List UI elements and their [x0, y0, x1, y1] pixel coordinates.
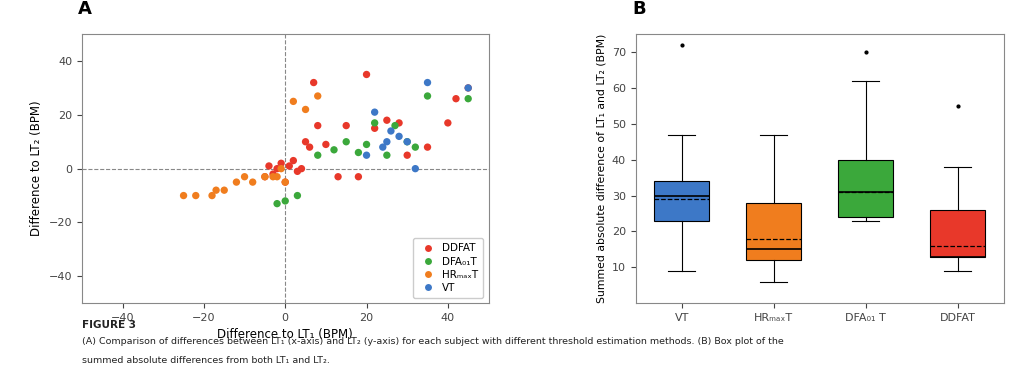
VT [367, 109, 383, 115]
DDFAT [350, 174, 367, 180]
PathPatch shape [654, 181, 710, 221]
DDFAT [301, 144, 317, 150]
DDFAT [358, 71, 375, 78]
DFA₀₁T [278, 198, 294, 204]
VT [460, 85, 476, 91]
HRₘₐₓT [228, 179, 245, 185]
DFA₀₁T [399, 139, 416, 145]
DDFAT [293, 166, 309, 172]
HRₘₐₓT [175, 193, 191, 199]
DDFAT [297, 139, 313, 145]
DDFAT [278, 179, 294, 185]
Text: A: A [78, 0, 92, 18]
DFA₀₁T [358, 141, 375, 147]
PathPatch shape [930, 210, 985, 257]
DDFAT [273, 160, 290, 166]
DDFAT [439, 120, 456, 126]
DFA₀₁T [309, 152, 326, 158]
DDFAT [289, 168, 305, 174]
DDFAT [391, 120, 408, 126]
HRₘₐₓT [257, 174, 273, 180]
HRₘₐₓT [187, 193, 204, 199]
DFA₀₁T [350, 149, 367, 155]
HRₘₐₓT [265, 174, 282, 180]
HRₘₐₓT [273, 166, 290, 172]
PathPatch shape [838, 160, 893, 217]
DDFAT [305, 80, 322, 86]
HRₘₐₓT [285, 98, 301, 104]
X-axis label: Difference to LT₁ (BPM): Difference to LT₁ (BPM) [217, 329, 353, 341]
VT [420, 80, 436, 86]
DDFAT [269, 166, 286, 172]
PathPatch shape [746, 203, 801, 260]
HRₘₐₓT [216, 187, 232, 193]
DDFAT [309, 122, 326, 128]
HRₘₐₓT [278, 179, 294, 185]
DDFAT [420, 144, 436, 150]
DFA₀₁T [460, 96, 476, 102]
DFA₀₁T [367, 120, 383, 126]
DFA₀₁T [338, 139, 354, 145]
DDFAT [317, 141, 334, 147]
DDFAT [367, 125, 383, 132]
DDFAT [379, 117, 395, 123]
DDFAT [399, 152, 416, 158]
DFA₀₁T [326, 147, 342, 153]
HRₘₐₓT [269, 174, 286, 180]
DDFAT [257, 174, 273, 180]
Text: (A) Comparison of differences between LT₁ (x-axis) and LT₂ (y-axis) for each sub: (A) Comparison of differences between LT… [82, 337, 783, 346]
DFA₀₁T [269, 200, 286, 207]
DFA₀₁T [420, 93, 436, 99]
DFA₀₁T [379, 152, 395, 158]
DDFAT [338, 122, 354, 128]
DDFAT [330, 174, 346, 180]
Text: summed absolute differences from both LT₁ and LT₂.: summed absolute differences from both LT… [82, 356, 330, 365]
DDFAT [261, 163, 278, 169]
HRₘₐₓT [208, 187, 224, 193]
HRₘₐₓT [245, 179, 261, 185]
DFA₀₁T [408, 144, 424, 150]
DFA₀₁T [289, 193, 305, 199]
VT [375, 144, 391, 150]
VT [391, 133, 408, 139]
DDFAT [285, 158, 301, 164]
Y-axis label: Difference to LT₂ (BPM): Difference to LT₂ (BPM) [30, 101, 43, 236]
HRₘₐₓT [297, 106, 313, 113]
DFA₀₁T [387, 122, 403, 128]
HRₘₐₓT [204, 193, 220, 199]
DDFAT [460, 85, 476, 91]
VT [379, 139, 395, 145]
VT [399, 139, 416, 145]
DDFAT [447, 96, 464, 102]
Text: FIGURE 3: FIGURE 3 [82, 320, 136, 330]
VT [358, 152, 375, 158]
DDFAT [265, 171, 282, 177]
Text: B: B [632, 0, 645, 18]
HRₘₐₓT [237, 174, 253, 180]
Legend: DDFAT, DFA₀₁T, HRₘₐₓT, VT: DDFAT, DFA₀₁T, HRₘₐₓT, VT [413, 238, 483, 298]
Y-axis label: Summed absolute difference of LT₁ and LT₂ (BPM): Summed absolute difference of LT₁ and LT… [596, 34, 606, 303]
VT [383, 128, 399, 134]
HRₘₐₓT [309, 93, 326, 99]
VT [408, 166, 424, 172]
DDFAT [281, 163, 298, 169]
